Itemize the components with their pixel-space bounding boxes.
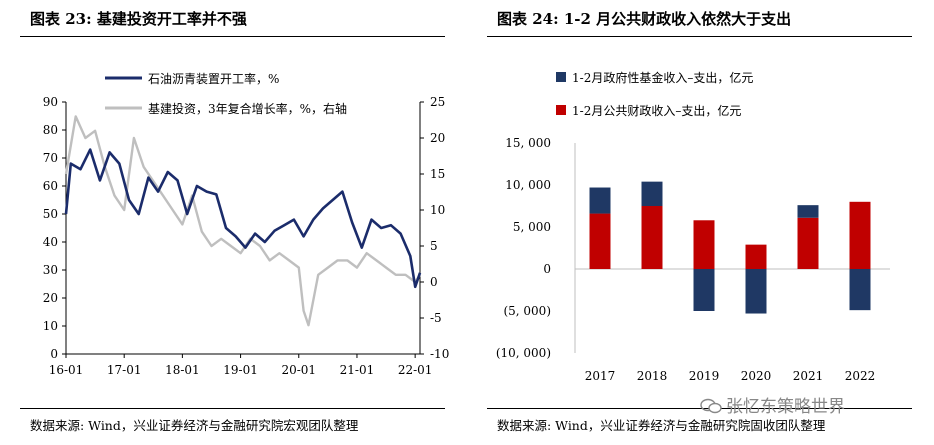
x-tick-label: 2017 [585,369,616,383]
bar-fund-balance [797,205,819,218]
right-title-rule [487,36,912,37]
left-title-rule [20,36,445,37]
left-chart-source: 数据来源: Wind，兴业证券经济与金融研究院宏观团队整理 [30,418,359,433]
left-y-tick-label: 80 [43,123,58,137]
y-tick-label: 10, 000 [505,178,551,192]
bar-public-finance-balance [641,206,663,269]
right-chart-title: 图表 24: 1-2 月公共财政收入依然大于支出 [497,10,792,28]
bar-fund-balance [693,269,715,311]
legend-swatch [556,72,566,82]
series-line-infrastructure [64,115,421,327]
x-tick-label: 2019 [689,369,720,383]
bar-fund-balance [641,181,663,206]
y-tick-label: 0 [543,262,551,276]
x-tick-label: 22-01 [398,363,433,377]
bar-fund-balance [849,269,871,311]
x-tick-label: 2020 [741,369,772,383]
left-y-tick-label: 50 [43,207,58,221]
x-tick-label: 20-01 [281,363,316,377]
left-chart-title: 图表 23: 基建投资开工率并不强 [30,10,247,28]
right-y-tick-label: 15 [430,167,445,181]
bar-public-finance-balance [849,201,871,269]
legend-label: 1-2月公共财政收入–支出，亿元 [572,103,741,118]
x-tick-label: 2018 [637,369,668,383]
legend-label: 1-2月政府性基金收入–支出，亿元 [572,70,753,85]
x-tick-label: 21-01 [340,363,375,377]
right-chart-panel: 图表 24: 1-2 月公共财政收入依然大于支出 15, 000 10, 000 5… [467,0,934,445]
left-y-tick-label: 10 [43,319,58,333]
left-y-tick-label: 30 [43,263,58,277]
right-y-tick-label: -10 [430,347,449,361]
right-y-tick-label: 0 [430,275,438,289]
right-y-tick-label: 10 [430,203,445,217]
left-y-tick-label: 90 [43,95,58,109]
right-y-tick-label: -5 [430,311,442,325]
watermark: 张忆东策略世界 [700,392,845,417]
left-y-tick-label: 20 [43,291,58,305]
watermark-text: 张忆东策略世界 [726,397,845,417]
legend-label: 石油沥青装置开工率，% [148,71,279,86]
left-y-tick-label: 60 [43,179,58,193]
bar-public-finance-balance [589,213,611,269]
y-tick-label: (5, 000) [503,304,551,318]
legend-label: 基建投资，3年复合增长率，%，右轴 [148,101,347,116]
x-tick-label: 17-01 [107,363,142,377]
line-chart: 0 10 20 30 40 50 60 70 80 90 -10 -5 0 5 10 15 20 25 16-01 1… [43,71,450,377]
right-y-tick-label: 25 [430,95,445,109]
y-tick-label: (10, 000) [496,346,551,360]
x-tick-label: 18-01 [165,363,200,377]
left-chart-panel: 图表 23: 基建投资开工率并不强 0 10 20 30 40 50 60 70 80 90 -10… [20,10,450,433]
x-tick-label: 16-01 [49,363,84,377]
y-tick-label: 15, 000 [505,136,551,150]
right-source-rule [487,408,912,409]
left-source-rule [20,408,445,409]
right-y-tick-label: 20 [430,131,445,145]
bar-public-finance-balance [797,217,819,269]
y-tick-label: 5, 000 [513,220,551,234]
wechat-icon [700,398,722,414]
bar-fund-balance [745,269,767,314]
x-tick-label: 2021 [793,369,824,383]
x-tick-label: 19-01 [223,363,258,377]
series-line-asphalt [64,148,422,289]
bar-fund-balance [589,187,611,214]
right-chart-source: 数据来源: Wind，兴业证券经济与金融研究院固收团队整理 [497,418,826,433]
bar-public-finance-balance [693,220,715,269]
legend-swatch [556,105,566,115]
left-y-tick-label: 40 [43,235,58,249]
left-y-tick-label: 70 [43,151,58,165]
left-y-tick-label: 0 [50,347,58,361]
bar-public-finance-balance [745,244,767,269]
bar-chart: 15, 000 10, 000 5, 000 0 (5, 000) (10, 000) 20… [496,70,890,383]
right-y-tick-label: 5 [430,239,438,253]
x-tick-label: 2022 [845,369,876,383]
